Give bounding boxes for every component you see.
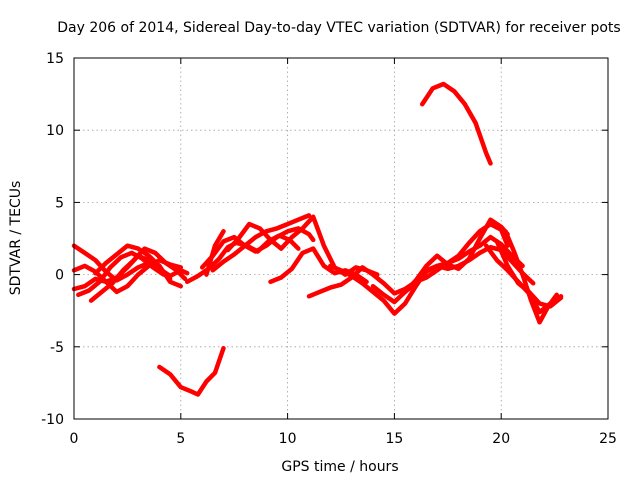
x-axis-label: GPS time / hours (281, 459, 398, 475)
series-arc-4 (76, 250, 166, 298)
series-arc-5 (88, 246, 188, 303)
x-tick-label: 20 (492, 431, 510, 447)
series-arc-6 (93, 243, 184, 289)
y-tick-label: -10 (41, 412, 64, 428)
axis-ticks: 0 5 10 15 20 25 -10 -5 0 5 10 15 (41, 51, 617, 447)
series-arc-21 (503, 229, 559, 325)
grid (74, 58, 608, 419)
series-arc-1 (71, 243, 190, 283)
x-tick-label: 5 (176, 431, 185, 447)
y-tick-label: 10 (46, 123, 64, 139)
x-tick-label: 25 (599, 431, 617, 447)
series-arc-12 (225, 214, 380, 277)
plot-frame (73, 57, 609, 420)
y-tick-label: -5 (50, 340, 64, 356)
series-arc-10 (204, 229, 226, 277)
y-tick-label: 5 (55, 195, 64, 211)
series-arc-13 (268, 246, 369, 285)
y-tick-label: 0 (55, 268, 64, 284)
y-tick-label: 15 (46, 51, 64, 67)
series-arc-11 (210, 213, 312, 273)
series-arc-17 (402, 217, 510, 295)
x-tick-label: 10 (279, 431, 297, 447)
y-axis-label: SDTVAR / TECUs (8, 181, 24, 296)
x-tick-label: 0 (70, 431, 79, 447)
chart-title: Day 206 of 2014, Sidereal Day-to-day VTE… (57, 20, 620, 36)
x-tick-label: 15 (385, 431, 403, 447)
plot-area (71, 81, 564, 397)
series-arc-18 (419, 81, 493, 166)
series-arc-7 (157, 345, 226, 397)
